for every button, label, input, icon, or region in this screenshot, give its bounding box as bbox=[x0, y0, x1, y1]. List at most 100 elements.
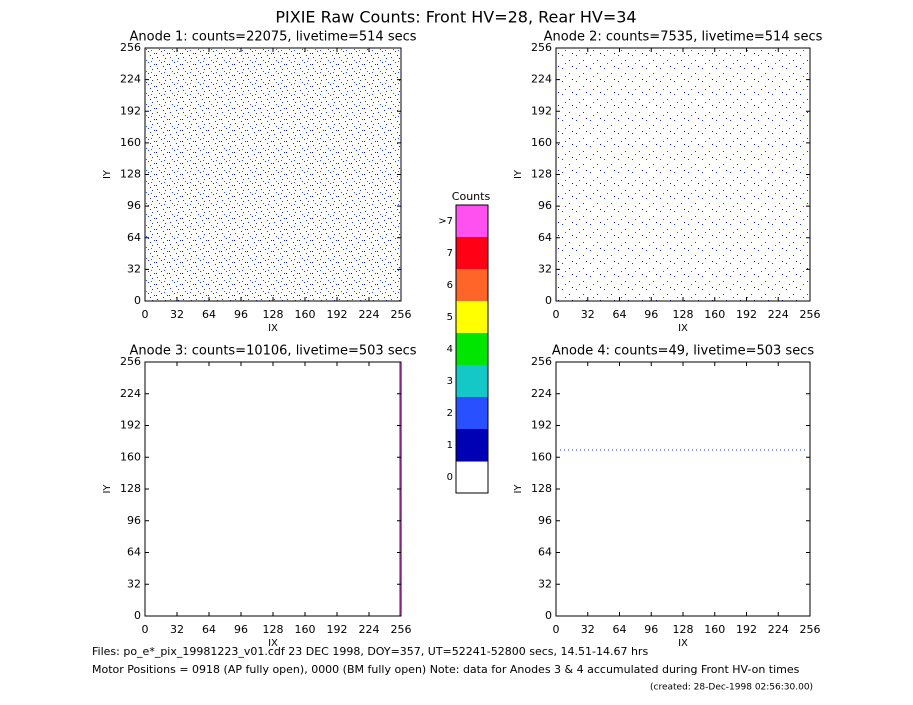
colorbar-label: 1 bbox=[447, 440, 453, 451]
y-tick-label: 192 bbox=[531, 419, 552, 432]
x-tick-label: 256 bbox=[391, 623, 412, 636]
y-tick-label: 160 bbox=[120, 136, 141, 149]
y-tick-label: 256 bbox=[531, 355, 552, 368]
footer-created: (created: 28-Dec-1998 02:56:30.00) bbox=[650, 683, 813, 693]
x-tick-label: 96 bbox=[644, 623, 658, 636]
y-tick-label: 160 bbox=[120, 450, 141, 463]
colorbar-label: 2 bbox=[447, 408, 453, 419]
panel-title: Anode 3: counts=10106, livetime=503 secs bbox=[129, 344, 416, 359]
x-tick-label: 32 bbox=[581, 623, 595, 636]
y-tick-label: 224 bbox=[531, 73, 552, 86]
y-tick-label: 192 bbox=[120, 419, 141, 432]
y-tick-label: 224 bbox=[120, 73, 141, 86]
image-texture bbox=[145, 48, 401, 302]
y-tick-label: 128 bbox=[531, 482, 552, 495]
y-tick-label: 0 bbox=[134, 294, 141, 307]
y-tick-label: 192 bbox=[531, 104, 552, 117]
x-tick-label: 0 bbox=[142, 623, 149, 636]
y-tick-label: 64 bbox=[538, 546, 552, 559]
colorbar-cell bbox=[456, 269, 488, 301]
x-tick-label: 64 bbox=[202, 623, 216, 636]
y-tick-label: 32 bbox=[538, 577, 552, 590]
x-axis-label: IX bbox=[678, 323, 688, 334]
y-tick-label: 32 bbox=[127, 577, 141, 590]
x-tick-label: 64 bbox=[202, 308, 216, 321]
y-tick-label: 64 bbox=[127, 546, 141, 559]
y-tick-label: 128 bbox=[120, 482, 141, 495]
x-tick-label: 0 bbox=[142, 308, 149, 321]
x-axis-label: IX bbox=[268, 323, 278, 334]
y-tick-label: 128 bbox=[531, 168, 552, 181]
x-tick-label: 160 bbox=[295, 623, 316, 636]
y-tick-label: 128 bbox=[120, 168, 141, 181]
x-tick-label: 192 bbox=[327, 308, 348, 321]
y-tick-label: 0 bbox=[545, 609, 552, 622]
x-tick-label: 32 bbox=[581, 308, 595, 321]
x-tick-label: 192 bbox=[736, 308, 757, 321]
y-tick-label: 64 bbox=[538, 231, 552, 244]
y-tick-label: 32 bbox=[127, 262, 141, 275]
x-axis-label: IX bbox=[268, 638, 278, 649]
y-tick-label: 256 bbox=[120, 41, 141, 54]
colorbar-label: 0 bbox=[447, 472, 453, 483]
x-tick-label: 128 bbox=[263, 623, 284, 636]
x-tick-label: 224 bbox=[359, 308, 380, 321]
y-tick-label: 96 bbox=[538, 199, 552, 212]
x-tick-label: 0 bbox=[553, 308, 560, 321]
colorbar-cell bbox=[456, 237, 488, 269]
x-tick-label: 224 bbox=[768, 623, 789, 636]
y-tick-label: 256 bbox=[531, 41, 552, 54]
footer-files: Files: po_e*_pix_19981223_v01.cdf 23 DEC… bbox=[92, 645, 648, 658]
plot-frame bbox=[144, 361, 402, 617]
y-tick-label: 0 bbox=[545, 294, 552, 307]
x-tick-label: 224 bbox=[768, 308, 789, 321]
x-tick-label: 64 bbox=[613, 308, 627, 321]
y-tick-label: 96 bbox=[127, 199, 141, 212]
x-axis-label: IX bbox=[678, 638, 688, 649]
y-tick-label: 192 bbox=[120, 104, 141, 117]
y-tick-label: 160 bbox=[531, 450, 552, 463]
colorbar-label: 5 bbox=[447, 312, 453, 323]
plot-frame bbox=[555, 361, 811, 617]
y-tick-label: 96 bbox=[127, 514, 141, 527]
colorbar-cell bbox=[456, 397, 488, 429]
colorbar-cell bbox=[455, 460, 489, 494]
colorbar-cell bbox=[456, 365, 488, 397]
colorbar-label: 6 bbox=[447, 280, 453, 291]
colorbar-label: 4 bbox=[447, 344, 453, 355]
x-tick-label: 256 bbox=[800, 308, 821, 321]
y-tick-label: 224 bbox=[531, 387, 552, 400]
page-title: PIXIE Raw Counts: Front HV=28, Rear HV=3… bbox=[275, 8, 636, 27]
x-tick-label: 192 bbox=[736, 623, 757, 636]
colorbar-label: 3 bbox=[447, 376, 453, 387]
colorbar-label: >7 bbox=[438, 216, 453, 227]
colorbar-label: 7 bbox=[447, 248, 453, 259]
y-tick-label: 224 bbox=[120, 387, 141, 400]
panel-title: Anode 1: counts=22075, livetime=514 secs bbox=[129, 30, 416, 45]
y-tick-label: 160 bbox=[531, 136, 552, 149]
panel-title: Anode 4: counts=49, livetime=503 secs bbox=[552, 344, 814, 359]
x-tick-label: 0 bbox=[553, 623, 560, 636]
y-tick-label: 32 bbox=[538, 262, 552, 275]
x-tick-label: 128 bbox=[263, 308, 284, 321]
y-axis-label: IY bbox=[102, 169, 113, 179]
panel-title: Anode 2: counts=7535, livetime=514 secs bbox=[544, 30, 823, 45]
x-tick-label: 96 bbox=[644, 308, 658, 321]
x-tick-label: 160 bbox=[704, 308, 725, 321]
colorbar-cell bbox=[456, 205, 488, 237]
colorbar-cell bbox=[456, 301, 488, 333]
colorbar-frame bbox=[455, 204, 489, 494]
x-tick-label: 128 bbox=[673, 623, 694, 636]
x-tick-label: 32 bbox=[170, 308, 184, 321]
x-tick-label: 160 bbox=[295, 308, 316, 321]
x-tick-label: 64 bbox=[613, 623, 627, 636]
y-axis-label: IY bbox=[513, 484, 524, 494]
x-tick-label: 96 bbox=[234, 308, 248, 321]
x-tick-label: 96 bbox=[234, 623, 248, 636]
x-tick-label: 256 bbox=[391, 308, 412, 321]
y-axis-label: IY bbox=[513, 169, 524, 179]
x-tick-label: 128 bbox=[673, 308, 694, 321]
x-tick-label: 256 bbox=[800, 623, 821, 636]
